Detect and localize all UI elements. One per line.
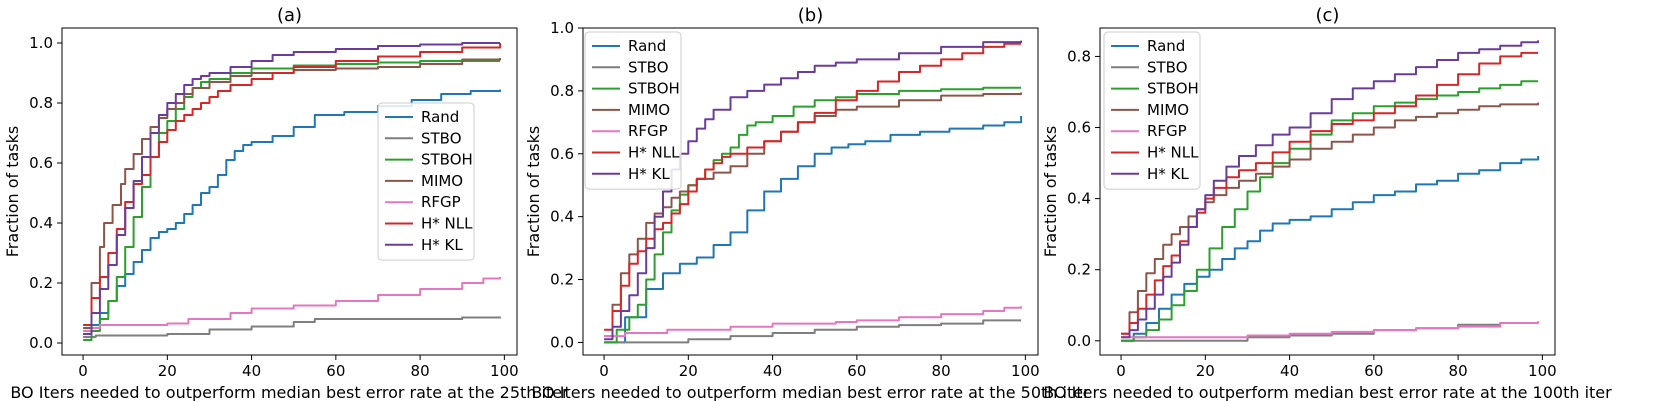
x-tick-label: 60 (1364, 362, 1383, 380)
y-tick-label: 0.0 (29, 334, 53, 352)
series-line-h-nll (604, 42, 1022, 331)
legend-entry: STBOH (1147, 80, 1199, 98)
chart-title: (c) (1316, 5, 1340, 26)
x-tick-label: 80 (411, 362, 430, 380)
series-line-rfgp (604, 306, 1023, 338)
legend-entry: Rand (421, 108, 459, 126)
legend-entry: STBO (1147, 58, 1188, 76)
chart-title: (a) (277, 5, 302, 26)
x-tick-label: 80 (1449, 362, 1468, 380)
x-tick-label: 20 (1196, 362, 1215, 380)
y-tick-label: 0.2 (1067, 261, 1091, 279)
legend-entry: H* NLL (1147, 144, 1199, 162)
plot-frame (1099, 27, 1556, 356)
legend-entry: RFGP (628, 122, 668, 140)
legend-entry: STBO (628, 58, 669, 76)
x-tick-label: 100 (490, 362, 519, 380)
legend-entry: RFGP (1147, 122, 1187, 140)
series-line-stbo (83, 316, 502, 338)
chart-panel-a: (a) 0 20 40 60 80 100 0.0 0.2 0.4 0.6 0.8 1.0 BO Iter… (3, 5, 569, 401)
legend-entry: Rand (1147, 37, 1185, 55)
x-axis-label: BO Iters needed to outperform median bes… (1043, 383, 1612, 401)
y-tick-label: 0.8 (1067, 47, 1091, 65)
legend-entry: RFGP (421, 193, 461, 211)
x-axis-label: BO Iters needed to outperform median bes… (10, 383, 569, 401)
y-axis-label: Fraction of tasks (3, 126, 22, 257)
legend-box (377, 102, 475, 261)
chart-panel-b: (b) 0 20 40 60 80 100 0.0 0.2 0.4 0.6 0.8 1.0 BO Iter… (524, 5, 1090, 401)
legend-entry: H* NLL (421, 215, 473, 233)
series-line-mimo (1121, 102, 1540, 335)
y-axis-label: Fraction of tasks (524, 126, 543, 257)
x-tick-label: 40 (763, 362, 782, 380)
x-tick-label: 100 (1011, 362, 1040, 380)
series-line-stboh (1121, 80, 1539, 342)
legend: Rand STBO STBOH MIMO RFGP H* NLL H* KL (584, 31, 682, 190)
x-tick-label: 40 (242, 362, 261, 380)
x-tick-label: 20 (158, 362, 177, 380)
plot-frame (582, 27, 1039, 356)
y-tick-label: 0.4 (29, 214, 53, 232)
x-axis-label: BO Iters needed to outperform median bes… (531, 383, 1090, 401)
y-tick-label: 1.0 (29, 34, 53, 52)
legend-box (584, 31, 682, 190)
legend-entry: STBO (421, 129, 462, 147)
series-line-rfgp (1121, 321, 1540, 339)
legend-entry: H* KL (628, 165, 670, 183)
y-axis-label: Fraction of tasks (1041, 126, 1060, 257)
y-tick-label: 0.8 (550, 82, 574, 100)
x-tick-label: 20 (679, 362, 698, 380)
legend-entry: Rand (628, 37, 666, 55)
y-tick-label: 0.0 (1067, 332, 1091, 350)
series-line-rfgp (83, 277, 502, 332)
series-line-h-kl (604, 40, 1023, 341)
legend-entry: H* KL (421, 236, 463, 254)
y-tick-label: 0.6 (29, 154, 53, 172)
legend: Rand STBO STBOH MIMO RFGP H* NLL H* KL (377, 102, 475, 261)
chart-title: (b) (798, 5, 823, 26)
y-tick-label: 0.0 (550, 333, 574, 351)
series-line-stbo (1121, 322, 1539, 342)
series-line-rand (604, 116, 1023, 344)
series-line-rand (1121, 156, 1540, 342)
legend-entry: STBOH (421, 151, 473, 169)
x-tick-label: 60 (326, 362, 345, 380)
y-tick-label: 0.4 (1067, 190, 1091, 208)
y-tick-label: 0.4 (550, 208, 574, 226)
legend-entry: H* NLL (628, 144, 680, 162)
y-tick-label: 0.6 (1067, 119, 1091, 137)
x-tick-label: 100 (1528, 362, 1557, 380)
series-line-h-kl (83, 42, 501, 335)
plot-frame (61, 27, 518, 356)
y-tick-label: 0.2 (29, 274, 53, 292)
legend-entry: H* KL (1147, 165, 1189, 183)
y-tick-label: 0.2 (550, 271, 574, 289)
x-tick-label: 0 (1116, 362, 1126, 380)
x-tick-label: 0 (599, 362, 609, 380)
series-line-mimo (604, 92, 1023, 338)
series-line-h-kl (1121, 40, 1540, 339)
series-line-mimo (83, 58, 502, 329)
x-tick-label: 80 (932, 362, 951, 380)
series-lines (604, 40, 1023, 344)
legend-entry: STBOH (628, 80, 680, 98)
x-tick-label: 0 (78, 362, 88, 380)
legend-box (1103, 31, 1201, 190)
x-tick-label: 60 (847, 362, 866, 380)
y-tick-label: 0.8 (29, 94, 53, 112)
y-tick-label: 1.0 (550, 19, 574, 37)
series-line-stbo (604, 319, 1022, 344)
chart-panel-c: (c) 0 20 40 60 80 100 0.0 0.2 0.4 0.6 0.8 BO Iters n… (1041, 5, 1612, 401)
series-line-h-nll (83, 43, 502, 326)
legend: Rand STBO STBOH MIMO RFGP H* NLL H* KL (1103, 31, 1201, 190)
legend-entry: MIMO (628, 101, 670, 119)
legend-entry: MIMO (1147, 101, 1189, 119)
legend-entry: MIMO (421, 172, 463, 190)
y-tick-label: 0.6 (550, 145, 574, 163)
series-lines (1121, 40, 1540, 342)
series-lines (83, 42, 502, 341)
x-tick-label: 40 (1280, 362, 1299, 380)
